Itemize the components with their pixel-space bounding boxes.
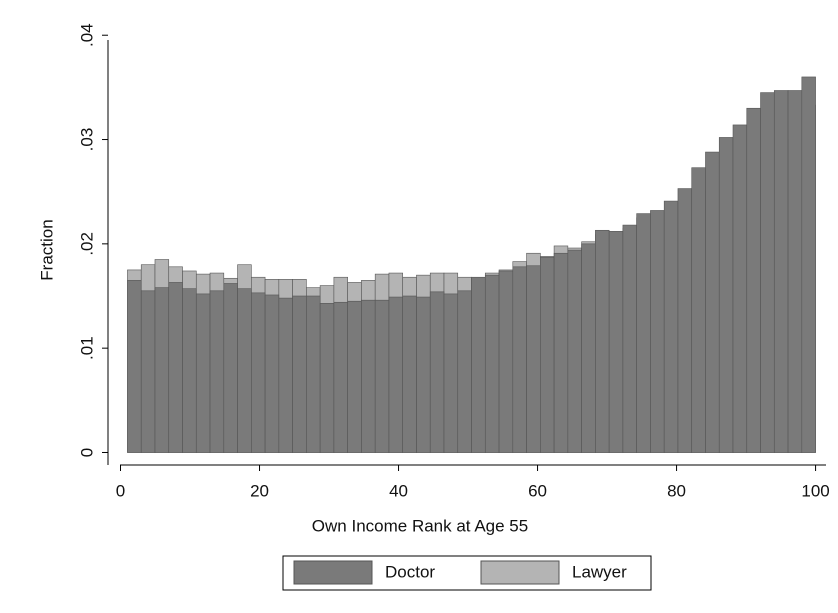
legend-label: Lawyer	[572, 562, 627, 581]
bar	[512, 266, 527, 453]
x-tick-label: 60	[528, 481, 547, 500]
legend-label: Doctor	[385, 562, 435, 581]
bar	[278, 297, 293, 453]
bar	[209, 290, 225, 453]
bar	[251, 292, 266, 453]
bar	[388, 296, 404, 453]
bar	[773, 90, 789, 453]
bar	[471, 276, 486, 453]
bar	[760, 92, 775, 453]
y-tick-label: 0	[77, 448, 96, 457]
x-tick-label: 0	[116, 481, 125, 500]
bar	[223, 283, 238, 453]
bar	[705, 151, 720, 453]
bar	[333, 301, 348, 453]
bar	[636, 213, 651, 453]
x-tick-label: 80	[667, 481, 686, 500]
y-tick-label: .04	[77, 23, 96, 47]
bar	[416, 296, 431, 453]
bar	[443, 293, 459, 453]
bar	[498, 270, 514, 453]
bar	[677, 188, 693, 453]
y-tick-label: .01	[77, 336, 96, 360]
bar	[168, 282, 183, 453]
y-tick-label: .03	[77, 128, 96, 152]
bar	[319, 303, 335, 453]
bar	[457, 290, 472, 453]
x-axis-label: Own Income Rank at Age 55	[312, 516, 528, 535]
bar	[195, 293, 211, 453]
bar	[801, 76, 816, 453]
bar	[691, 167, 706, 453]
x-tick-label: 100	[801, 481, 829, 500]
bar	[553, 252, 569, 453]
x-tick-label: 20	[250, 481, 269, 500]
bar	[595, 229, 610, 453]
bar	[650, 210, 665, 453]
bar	[540, 257, 555, 453]
bar	[264, 294, 280, 453]
bar	[718, 137, 734, 453]
legend-swatch	[293, 560, 373, 585]
y-tick-label: .02	[77, 232, 96, 256]
bar	[140, 290, 156, 453]
bar	[622, 224, 637, 453]
bar	[608, 231, 624, 453]
bar	[402, 295, 417, 453]
bar	[237, 288, 252, 453]
bar	[292, 295, 307, 453]
bar	[787, 90, 803, 453]
bar	[567, 249, 582, 453]
bar	[361, 299, 376, 453]
bar	[526, 265, 541, 453]
bar	[581, 243, 596, 453]
bar	[663, 200, 679, 453]
x-tick-label: 40	[389, 481, 408, 500]
bar	[746, 107, 761, 453]
bar	[732, 124, 748, 453]
bar	[182, 288, 197, 453]
bar	[154, 287, 170, 453]
bar	[374, 299, 390, 453]
bar	[306, 295, 321, 453]
bar	[429, 291, 445, 453]
y-axis-label: Fraction	[37, 219, 56, 280]
legend-swatch	[480, 560, 560, 585]
bar	[484, 274, 500, 453]
bar	[127, 280, 142, 453]
bar	[347, 300, 362, 453]
